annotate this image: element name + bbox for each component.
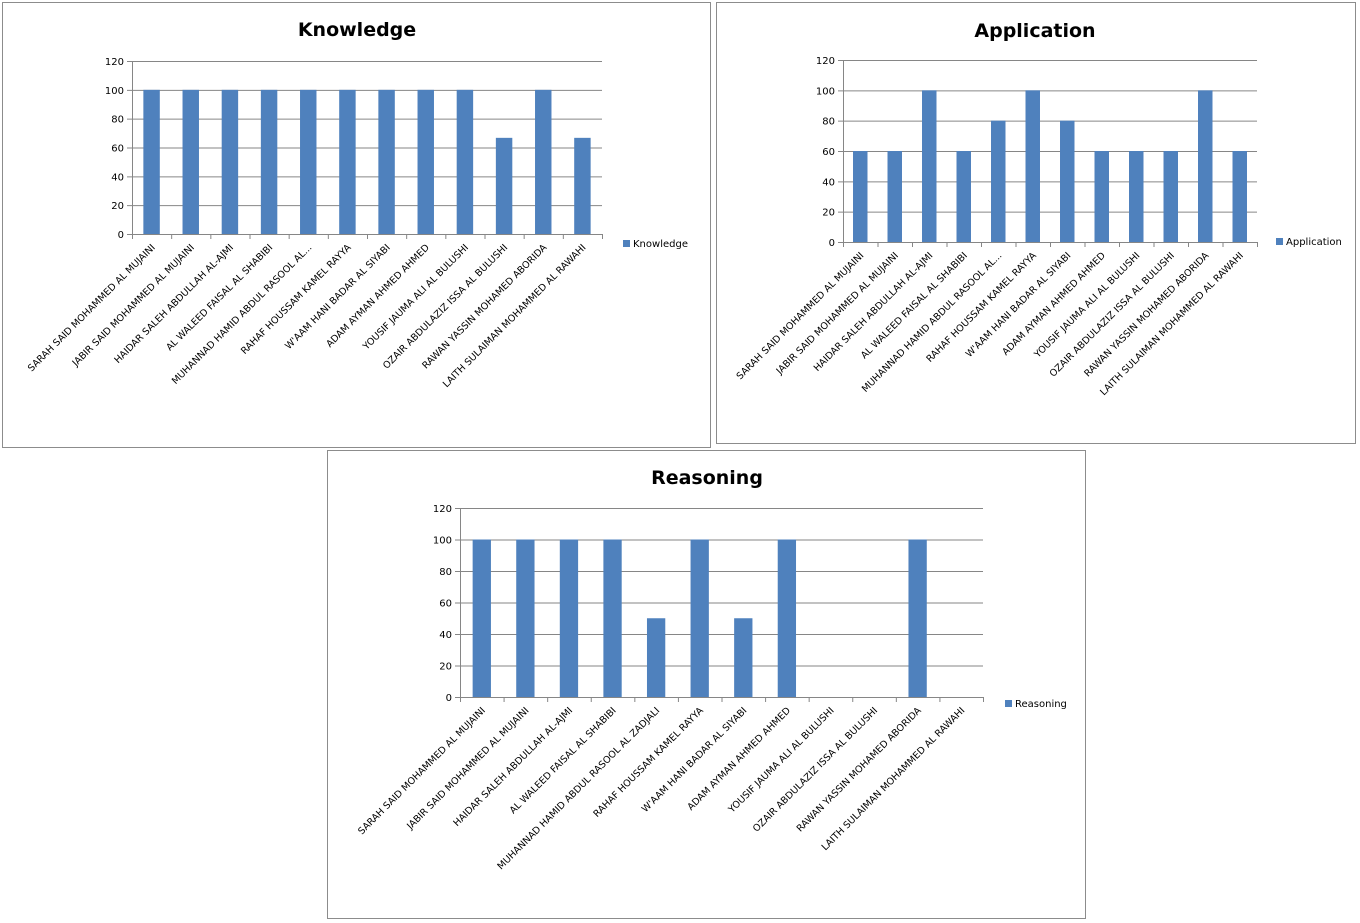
x-category-label: LAITH SULAIMAN MOHAMMED AL RAWAHI (441, 242, 589, 390)
bar (690, 539, 709, 697)
y-tick-label: 20 (111, 201, 124, 212)
y-tick-label: 0 (446, 693, 452, 704)
bar (574, 137, 591, 234)
bar (495, 137, 513, 234)
y-tick-label: 20 (822, 208, 835, 219)
bar (646, 618, 666, 697)
bar (956, 151, 971, 242)
bar (853, 151, 868, 242)
legend-swatch (1276, 238, 1283, 245)
legend-swatch (623, 240, 630, 247)
y-tick-label: 120 (433, 504, 452, 515)
y-tick-label: 80 (822, 117, 835, 128)
y-tick-label: 40 (111, 172, 124, 183)
bar (559, 539, 579, 697)
chart-title: Application (974, 20, 1095, 42)
y-tick-label: 20 (439, 662, 452, 673)
bar (908, 539, 927, 697)
y-tick-label: 100 (816, 86, 835, 97)
x-category-label: JABIR SAID MOHAMMED AL MUJAINI (774, 250, 901, 377)
legend-label: Reasoning (1015, 699, 1067, 710)
bar (300, 89, 317, 234)
bar (417, 89, 434, 234)
y-tick-label: 40 (439, 630, 452, 641)
x-category-label: MUHANNAD HAMID ABDUL RASOOL AL... (170, 242, 314, 386)
y-tick-label: 120 (105, 57, 124, 68)
bar (472, 539, 491, 697)
bar (339, 89, 356, 234)
legend-label: Application (1286, 237, 1342, 248)
bar (991, 120, 1006, 242)
bar (1232, 151, 1247, 242)
bar (516, 539, 535, 697)
bar (1129, 151, 1144, 242)
y-tick-label: 40 (822, 177, 835, 188)
application-chart: Application 0 20 40 60 80 100 120 SARAH SAID MOH… (716, 2, 1356, 444)
y-tick-label: 0 (829, 238, 835, 249)
y-tick-label: 80 (111, 115, 124, 126)
bar (535, 89, 552, 234)
bar (887, 151, 902, 242)
x-category-label: OZAIR ABDULAZIZ ISSA AL BULUSHI (1048, 250, 1177, 379)
x-category-label: RAWAN YASSIN MOHAMED ABORIDA (1082, 250, 1211, 379)
y-tick-label: 120 (816, 56, 835, 67)
y-tick-label: 60 (439, 599, 452, 610)
bar (456, 89, 474, 234)
bar (603, 539, 622, 697)
y-tick-label: 60 (111, 144, 124, 155)
chart-svg: Application 0 20 40 60 80 100 120 SARAH SAID MOH… (735, 20, 1342, 398)
y-tick-label: 60 (822, 147, 835, 158)
y-tick-label: 0 (118, 230, 124, 241)
x-category-label: MUHANNAD HAMID ABDUL RASOOL AL ZADJALI (496, 705, 663, 872)
bar (777, 539, 797, 697)
knowledge-chart: Knowledge 0 20 40 60 80 100 120 SARAH SAID MOHAM… (2, 2, 711, 448)
bar (182, 89, 199, 234)
bar (1163, 151, 1178, 242)
bar (1025, 90, 1040, 242)
bar (378, 89, 395, 234)
bar (1060, 120, 1075, 242)
y-tick-label: 80 (439, 567, 452, 578)
bar (922, 90, 937, 242)
legend-label: Knowledge (633, 239, 688, 250)
bar (260, 89, 278, 234)
reasoning-chart: Reasoning 0 20 40 60 80 100 120 SARAH SAID MOHAM… (327, 450, 1086, 919)
bar (143, 89, 160, 234)
y-tick-label: 100 (105, 86, 124, 97)
chart-title: Knowledge (298, 19, 416, 41)
bar (1094, 151, 1109, 242)
legend-swatch (1005, 700, 1012, 707)
bar (734, 618, 753, 697)
bar (1198, 90, 1213, 242)
x-category-label: SARAH SAID MOHAMMED AL MUJAINI (735, 250, 867, 382)
bar (221, 89, 239, 234)
y-tick-label: 100 (433, 536, 452, 547)
chart-title: Reasoning (651, 467, 763, 489)
